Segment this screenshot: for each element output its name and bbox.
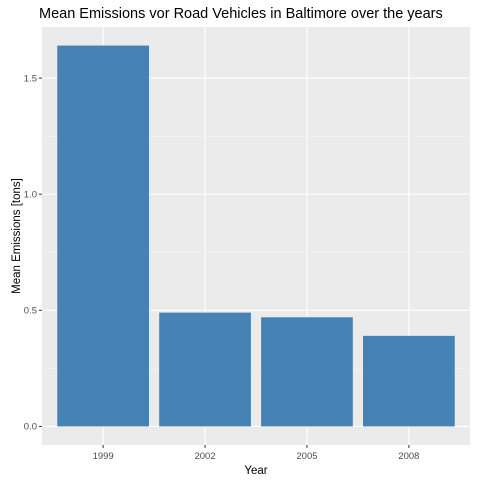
bar-2008: [363, 335, 455, 427]
bar-1999: [57, 45, 149, 427]
y-tick-label: 1.5: [24, 73, 37, 84]
y-axis-title: Mean Emissions [tons]: [11, 178, 23, 294]
x-tick-label: 2008: [398, 451, 419, 462]
axes-layer: 0.0 0.5 1.0 1.5 1999 2002 2005 2008: [24, 73, 420, 462]
x-tick-label: 1999: [93, 451, 114, 462]
x-tick-label: 2002: [194, 451, 215, 462]
chart-title: Mean Emissions vor Road Vehicles in Balt…: [39, 6, 443, 22]
x-tick-label: 2005: [296, 451, 317, 462]
y-tick-label: 0.5: [24, 306, 37, 317]
bar-2005: [261, 317, 353, 427]
x-axis-title: Year: [244, 465, 267, 477]
bar-2002: [159, 312, 251, 427]
bars-layer: [57, 45, 455, 427]
y-tick-label: 0.0: [24, 422, 37, 433]
y-tick-label: 1.0: [24, 190, 37, 201]
